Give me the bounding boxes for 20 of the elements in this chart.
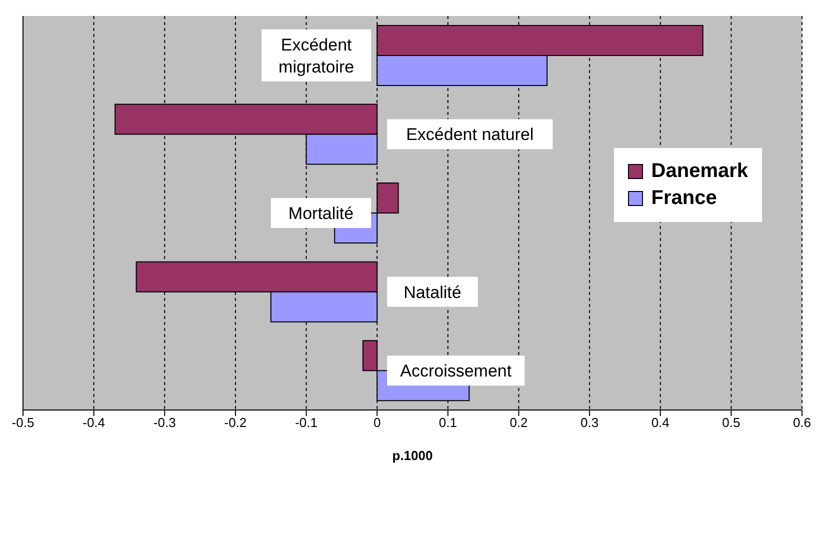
y-tick-label: Excédent migratoire xyxy=(278,35,354,76)
x-tick-label: 0.2 xyxy=(510,415,528,430)
y-tick-label: Excédent naturel xyxy=(406,125,534,144)
x-tick-label: -0.4 xyxy=(82,415,106,430)
x-tick-label: -0.5 xyxy=(12,415,34,430)
x-tick-label: 0 xyxy=(373,415,381,430)
x-tick-label: -0.2 xyxy=(224,415,247,430)
legend-label: Danemark xyxy=(651,160,748,183)
y-tick-label: Mortalité xyxy=(288,204,354,223)
y-tick-label: Accroissement xyxy=(400,362,512,381)
x-tick-label: 0.5 xyxy=(722,415,740,430)
x-tick-label: -0.1 xyxy=(295,415,318,430)
x-tick-label: 0.6 xyxy=(792,415,812,430)
x-tick-label: -0.3 xyxy=(153,415,176,430)
x-tick-label: 0.4 xyxy=(651,415,670,430)
x-tick-label: 0.1 xyxy=(438,415,457,430)
x-axis-title: p.1000 xyxy=(392,448,433,463)
x-tick-label: 0.3 xyxy=(580,415,599,430)
y-tick-label: Natalité xyxy=(404,282,462,302)
legend-label: France xyxy=(651,187,717,210)
